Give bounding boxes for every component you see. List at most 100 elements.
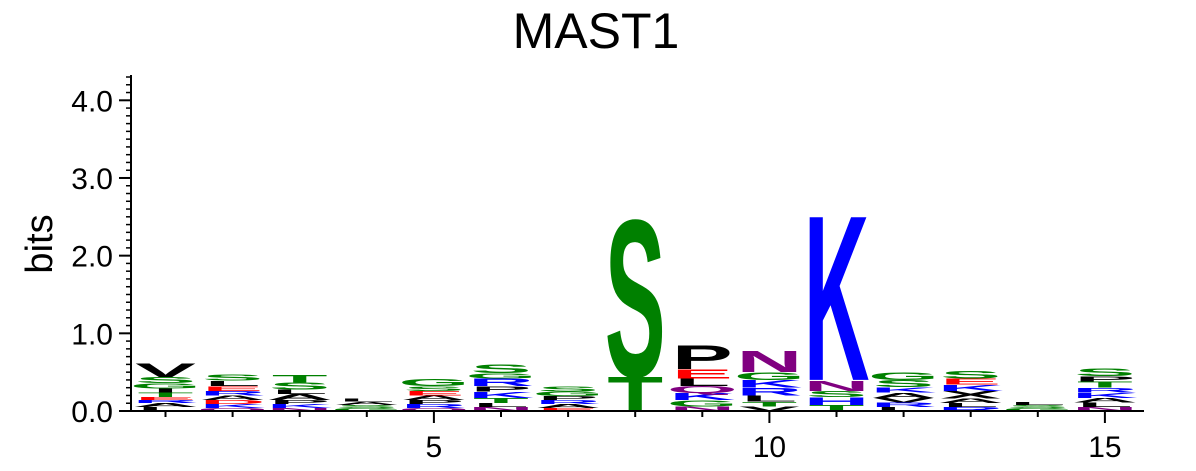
residue-letter: R <box>468 376 534 388</box>
residue-letter: A <box>133 402 199 408</box>
residue-letter: A <box>267 392 333 402</box>
residue-letter: E <box>538 407 599 412</box>
residue-letter: S <box>202 373 263 383</box>
residue-letter: Q <box>197 407 268 412</box>
residue-letter: S <box>471 362 532 375</box>
residue-letter: L <box>138 406 194 412</box>
residue-letter: R <box>200 390 266 397</box>
residue-letter: A <box>200 394 266 401</box>
residue-letter: P <box>403 399 464 405</box>
residue-letter: H <box>804 395 870 407</box>
residue-letter: R <box>133 399 199 404</box>
y-tick-label: 2.0 <box>71 241 113 274</box>
residue-letter: R <box>1072 386 1138 393</box>
residue-letter: Q <box>398 407 469 412</box>
residue-letter: E <box>403 390 464 397</box>
residue-letter: P <box>269 399 330 405</box>
residue-letter: G <box>734 370 805 382</box>
letter-stacks: LARETIGSVQKDARELSNKPALSTGSALQRPAESGNLTKP… <box>130 166 1138 430</box>
residue-letter: V <box>135 359 196 381</box>
residue-letter: A <box>871 391 937 400</box>
x-tick-label: 10 <box>753 431 786 464</box>
stack-position-8: TS <box>605 174 666 424</box>
residue-letter: T <box>809 403 865 413</box>
residue-letter: G <box>667 398 738 408</box>
residue-letter: A <box>938 397 1004 404</box>
residue-letter: L <box>943 402 999 408</box>
residue-letter: K <box>871 385 937 394</box>
residue-letter: D <box>200 399 266 405</box>
chart-title: MAST1 <box>513 3 680 59</box>
residue-letter: T <box>473 396 529 405</box>
stack-position-14: GSL <box>1002 401 1073 412</box>
residue-letter: K <box>938 383 1004 393</box>
y-axis-label: bits <box>19 214 61 273</box>
residue-letter: T <box>138 391 194 398</box>
residue-letter: R <box>871 401 937 408</box>
axes: 0.0 1.0 2.0 3.0 4.0 5 10 15 <box>71 75 1144 464</box>
residue-letter: P <box>672 338 733 377</box>
residue-letter: L <box>742 394 798 404</box>
residue-letter: T <box>742 400 798 407</box>
residue-letter: E <box>135 396 196 401</box>
residue-letter: Q <box>667 384 738 395</box>
residue-letter: S <box>605 174 666 424</box>
residue-letter: K <box>267 403 333 409</box>
residue-letter: G <box>533 390 604 397</box>
y-tick-label: 4.0 <box>71 85 113 118</box>
residue-letter: E <box>940 377 1001 387</box>
residue-letter: A <box>535 403 601 409</box>
residue-letter: K <box>468 390 534 400</box>
residue-letter: S <box>873 378 934 389</box>
residue-letter: N <box>468 406 534 412</box>
residue-letter: S <box>1007 404 1068 409</box>
residue-letter: X <box>940 389 1001 401</box>
residue-letter: L <box>205 379 261 388</box>
residue-letter: I <box>153 387 178 393</box>
residue-letter: P <box>471 385 532 394</box>
residue-letter: E <box>202 385 263 392</box>
residue-letter: S <box>1074 366 1135 378</box>
residue-letter: A <box>1072 397 1138 404</box>
residue-letter: N <box>736 345 802 379</box>
residue-letter: K <box>1072 391 1138 400</box>
residue-letter: S <box>940 369 1001 381</box>
residue-letter: G <box>398 377 469 388</box>
residue-letter: V <box>873 397 934 404</box>
residue-letter: G <box>466 371 537 380</box>
residue-letter: S <box>336 404 397 409</box>
residue-letter: L <box>272 388 328 395</box>
residue-letter: L <box>339 398 395 403</box>
residue-letter: G <box>1002 407 1073 412</box>
residue-letter: R <box>736 386 802 398</box>
residue-letter: L <box>1077 401 1133 408</box>
residue-letter: A <box>401 394 467 401</box>
y-tick-label: 3.0 <box>71 163 113 196</box>
residue-letter: K <box>736 378 802 390</box>
residue-letter: K <box>804 166 870 430</box>
residue-letter: T <box>272 372 328 384</box>
residue-letter: K <box>669 391 735 402</box>
residue-letter: N <box>1072 406 1138 412</box>
residue-letter: L <box>674 376 730 388</box>
residue-letter: S <box>135 375 196 385</box>
residue-letter: L <box>1010 401 1066 406</box>
residue-letter: L <box>876 406 932 412</box>
residue-letter: G <box>130 382 201 391</box>
residue-letter: S <box>269 380 330 391</box>
y-tick-label: 0.0 <box>71 396 113 429</box>
residue-letter: G <box>331 407 402 412</box>
